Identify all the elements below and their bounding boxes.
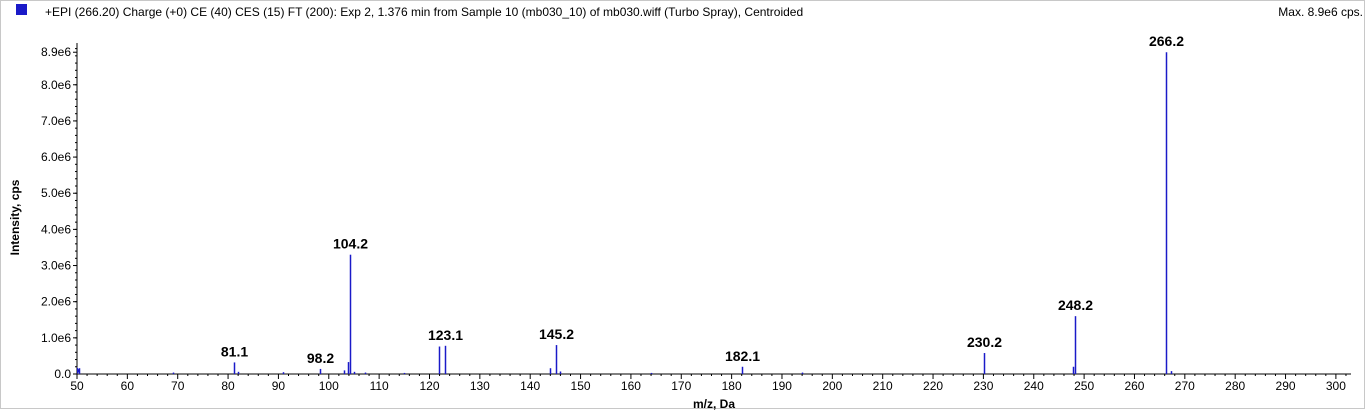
x-tick-label: 240: [1024, 379, 1044, 393]
peak-label: 182.1: [725, 348, 760, 364]
x-tick-label: 160: [621, 379, 641, 393]
peak-label: 98.2: [307, 350, 334, 366]
y-tick-label: 0.0: [54, 367, 71, 381]
x-tick-label: 80: [221, 379, 235, 393]
peak-series: [78, 52, 1173, 374]
x-tick-label: 70: [171, 379, 185, 393]
x-tick-label: 210: [873, 379, 893, 393]
x-tick-label: 120: [419, 379, 439, 393]
spectrum-header: +EPI (266.20) Charge (+0) CE (40) CES (1…: [0, 0, 1367, 24]
x-tick-label: 190: [772, 379, 792, 393]
y-tick-label: 8.0e6: [41, 78, 71, 92]
peak-label: 81.1: [221, 343, 248, 359]
y-tick-label: 5.0e6: [41, 186, 71, 200]
peak-label: 248.2: [1058, 297, 1093, 313]
x-tick-label: 180: [722, 379, 742, 393]
x-tick-label: 230: [973, 379, 993, 393]
x-tick-label: 140: [520, 379, 540, 393]
x-tick-label: 60: [121, 379, 135, 393]
x-tick-label: 300: [1326, 379, 1346, 393]
peak-label: 266.2: [1149, 33, 1184, 49]
peak-label: 230.2: [967, 334, 1002, 350]
x-tick-label: 200: [822, 379, 842, 393]
y-tick-label: 1.0e6: [41, 331, 71, 345]
y-tick-label: 2.0e6: [41, 295, 71, 309]
x-tick-label: 280: [1225, 379, 1245, 393]
x-tick-label: 90: [272, 379, 286, 393]
origin-marker: [77, 367, 80, 374]
x-tick-label: 50: [70, 379, 84, 393]
x-tick-label: 170: [671, 379, 691, 393]
x-tick-label: 150: [571, 379, 591, 393]
spectrum-title: +EPI (266.20) Charge (+0) CE (40) CES (1…: [45, 5, 804, 19]
x-tick-label: 100: [319, 379, 339, 393]
y-tick-label: 7.0e6: [41, 114, 71, 128]
x-tick-label: 270: [1175, 379, 1195, 393]
y-tick-label: 6.0e6: [41, 150, 71, 164]
x-tick-label: 260: [1124, 379, 1144, 393]
peak-label: 145.2: [539, 326, 574, 342]
max-intensity-label: Max. 8.9e6 cps.: [1278, 5, 1363, 19]
y-axis-title: Intensity, cps: [8, 179, 22, 255]
x-tick-label: 130: [470, 379, 490, 393]
x-axis-title: m/z, Da: [693, 397, 735, 411]
peak-label: 104.2: [333, 236, 368, 252]
axes: 50 60 70 80 90 100 110 120 130 140 150 160 170 180 190…: [41, 43, 1351, 393]
x-tick-label: 250: [1074, 379, 1094, 393]
legend-swatch[interactable]: [16, 4, 27, 15]
x-tick-label: 110: [370, 379, 389, 393]
x-tick-label: 220: [923, 379, 943, 393]
y-tick-label: 8.9e6: [41, 45, 71, 59]
y-tick-label: 3.0e6: [41, 259, 71, 273]
y-tick-label: 4.0e6: [41, 222, 71, 236]
peak-labels: 81.1 98.2 104.2 123.1 145.2 182.1 230.2 248.2 26…: [221, 33, 1184, 366]
peak-label: 123.1: [428, 327, 463, 343]
x-tick-label: 290: [1276, 379, 1296, 393]
